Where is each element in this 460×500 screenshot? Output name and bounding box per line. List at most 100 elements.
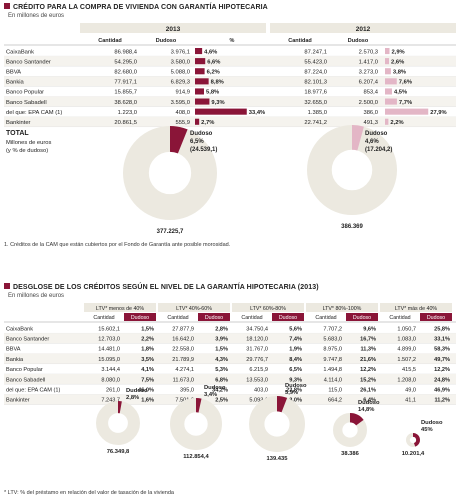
cell-dudoso-2013: 408,0	[175, 110, 190, 116]
cell-dudoso: 1,9%	[289, 347, 302, 353]
cell-dudoso: 12,2%	[434, 367, 450, 373]
cell-dudoso: 9,6%	[363, 326, 376, 332]
ltv-pie-total-label: 139.435	[267, 456, 289, 462]
bar-2013	[195, 48, 203, 55]
ltv-col-header-cantidad: Cantidad	[93, 315, 114, 321]
cell-dudoso: 3,0%	[289, 398, 302, 404]
cell-dudoso: 11,2%	[434, 398, 450, 404]
ltv-pie-dudoso-label: Dudoso	[204, 385, 226, 391]
bar-2012	[385, 48, 390, 55]
ltv-col-header-dudoso: Dudoso	[353, 315, 371, 321]
title-marker-icon	[4, 283, 10, 289]
cell-dudoso: 34,2%	[212, 388, 228, 394]
ltv-col-header-dudoso: Dudoso	[205, 315, 223, 321]
cell-dudoso: 11,3%	[360, 347, 376, 353]
cell-pct-2013: 6,6%	[207, 59, 220, 65]
bar-2012	[385, 68, 391, 75]
cell-pct-2013: 4,6%	[204, 49, 217, 55]
cell-cantidad: 41,1	[405, 398, 416, 404]
cell-cantidad-2012: 87.247,1	[304, 49, 327, 55]
ltv-col-header-dudoso-bg	[124, 313, 156, 321]
ltv-pie-dudoso-label: Dudoso	[285, 383, 307, 389]
cell-dudoso-2012: 1.417,0	[359, 59, 378, 65]
cell-pct-2012: 2,2%	[390, 120, 403, 126]
col-header-2013-0: Cantidad	[98, 38, 122, 44]
table-row-stripe	[4, 56, 456, 67]
table-row-stripe	[4, 76, 456, 87]
row-label: Banco Sabadell	[6, 377, 45, 383]
cell-cantidad: 664,2	[328, 398, 342, 404]
cell-dudoso: 7,5%	[141, 377, 154, 383]
cell-dudoso-2012: 2.500,0	[359, 100, 378, 106]
cell-cantidad-2013: 86.988,4	[114, 49, 137, 55]
cell-dudoso-2013: 3.595,0	[171, 100, 190, 106]
credit-table-2013-2012: 2013 2012 Cantidad Dudoso% Cantidad Dudoso Cai…	[4, 23, 456, 235]
cell-pct-2013: 2,7%	[201, 120, 214, 126]
section1-title-text: CRÉDITO PARA LA COMPRA DE VIVIENDA CON G…	[13, 4, 268, 11]
ltv-group-header: LTV* menos de 40%	[96, 306, 144, 312]
cell-dudoso: 5,6%	[289, 326, 302, 332]
cell-dudoso: 25,8%	[434, 326, 450, 332]
cell-pct-2012: 7,6%	[399, 80, 412, 86]
table-row-stripe	[4, 353, 456, 364]
row-label: Bankia	[6, 357, 24, 363]
cell-cantidad: 4.899,0	[397, 347, 416, 353]
ltv-col-header-dudoso-bg	[420, 313, 452, 321]
cell-cantidad: 1.494,8	[323, 367, 342, 373]
bar-2013	[195, 78, 209, 85]
ltv-group-header: LTV* más de 40%	[395, 306, 438, 312]
cell-cantidad-2013: 38.628,0	[114, 100, 137, 106]
row-label: CaixaBank	[6, 326, 33, 332]
cell-cantidad: 6.215,9	[249, 367, 268, 373]
bar-2012	[385, 78, 397, 85]
bar-2012	[385, 108, 429, 115]
ltv-col-header-cantidad: Cantidad	[315, 315, 336, 321]
cell-cantidad: 49,0	[405, 388, 416, 394]
ltv-group-header-bg	[306, 303, 378, 312]
ltv-pie-dudoso-label: Dudoso	[358, 400, 380, 406]
cell-pct-2012: 2,6%	[391, 59, 404, 65]
cell-cantidad: 8.975,0	[323, 347, 342, 353]
ltv-group-header-bg	[158, 303, 230, 312]
bar-2013	[195, 58, 206, 65]
cell-cantidad: 31.767,0	[246, 347, 268, 353]
row-label: BBVA	[6, 347, 21, 353]
table-row-stripe	[4, 374, 456, 385]
cell-cantidad: 261,0	[106, 388, 120, 394]
cell-cantidad-2013: 82.680,0	[114, 70, 137, 76]
ltv-col-header-dudoso-bg	[346, 313, 378, 321]
cell-pct-2012: 4,5%	[394, 90, 407, 96]
section1-footnote: 1. Créditos de la CAM que están cubierto…	[4, 242, 231, 248]
bar-2012	[385, 58, 390, 65]
cell-dudoso: 1,8%	[141, 347, 154, 353]
ltv-group-header: LTV* 40%-60%	[176, 306, 212, 312]
cell-dudoso: 15,2%	[360, 377, 376, 383]
cell-dudoso: 2,8%	[215, 326, 228, 332]
pie-2012-total-label: 386.369	[341, 224, 363, 230]
cell-dudoso: 24,8%	[434, 377, 450, 383]
row-label: Bankinter	[6, 398, 30, 404]
bar-2012	[385, 88, 392, 95]
cell-dudoso-2012: 853,4	[363, 90, 378, 96]
cell-dudoso: 1,6%	[141, 398, 154, 404]
cell-cantidad: 18.120,0	[246, 337, 268, 343]
pie-2012-dudoso-slice	[352, 125, 364, 151]
cell-dudoso: 2,5%	[215, 398, 228, 404]
cell-cantidad: 115,0	[328, 388, 342, 394]
cell-pct-2012: 3,8%	[393, 70, 406, 76]
section2-title: DESGLOSE DE LOS CRÉDITOS SEGÚN EL NIVEL …	[4, 283, 319, 291]
ltv-col-header-dudoso: Dudoso	[279, 315, 297, 321]
total-subtitle-2: (y % de dudoso)	[6, 148, 48, 154]
row-label: Banco Popular	[6, 367, 43, 373]
ltv-col-header-dudoso-bg	[272, 313, 304, 321]
total-title: TOTAL	[6, 130, 29, 137]
year-header-2013-bg	[80, 23, 266, 33]
pie-2013-total-label: 377.225,7	[157, 229, 184, 235]
cell-dudoso-2012: 6.207,4	[359, 80, 379, 86]
year-header-2013: 2013	[166, 26, 181, 33]
ltv-pie-dudoso-pct: 14,8%	[358, 407, 374, 413]
title-marker-icon	[4, 3, 10, 9]
ltv-breakdown-table: LTV* menos de 40% Cantidad Dudoso LTV* 40%-…	[4, 303, 456, 462]
cell-dudoso: 5,3%	[215, 367, 228, 373]
col-header-2012-1: Dudoso	[348, 38, 369, 44]
